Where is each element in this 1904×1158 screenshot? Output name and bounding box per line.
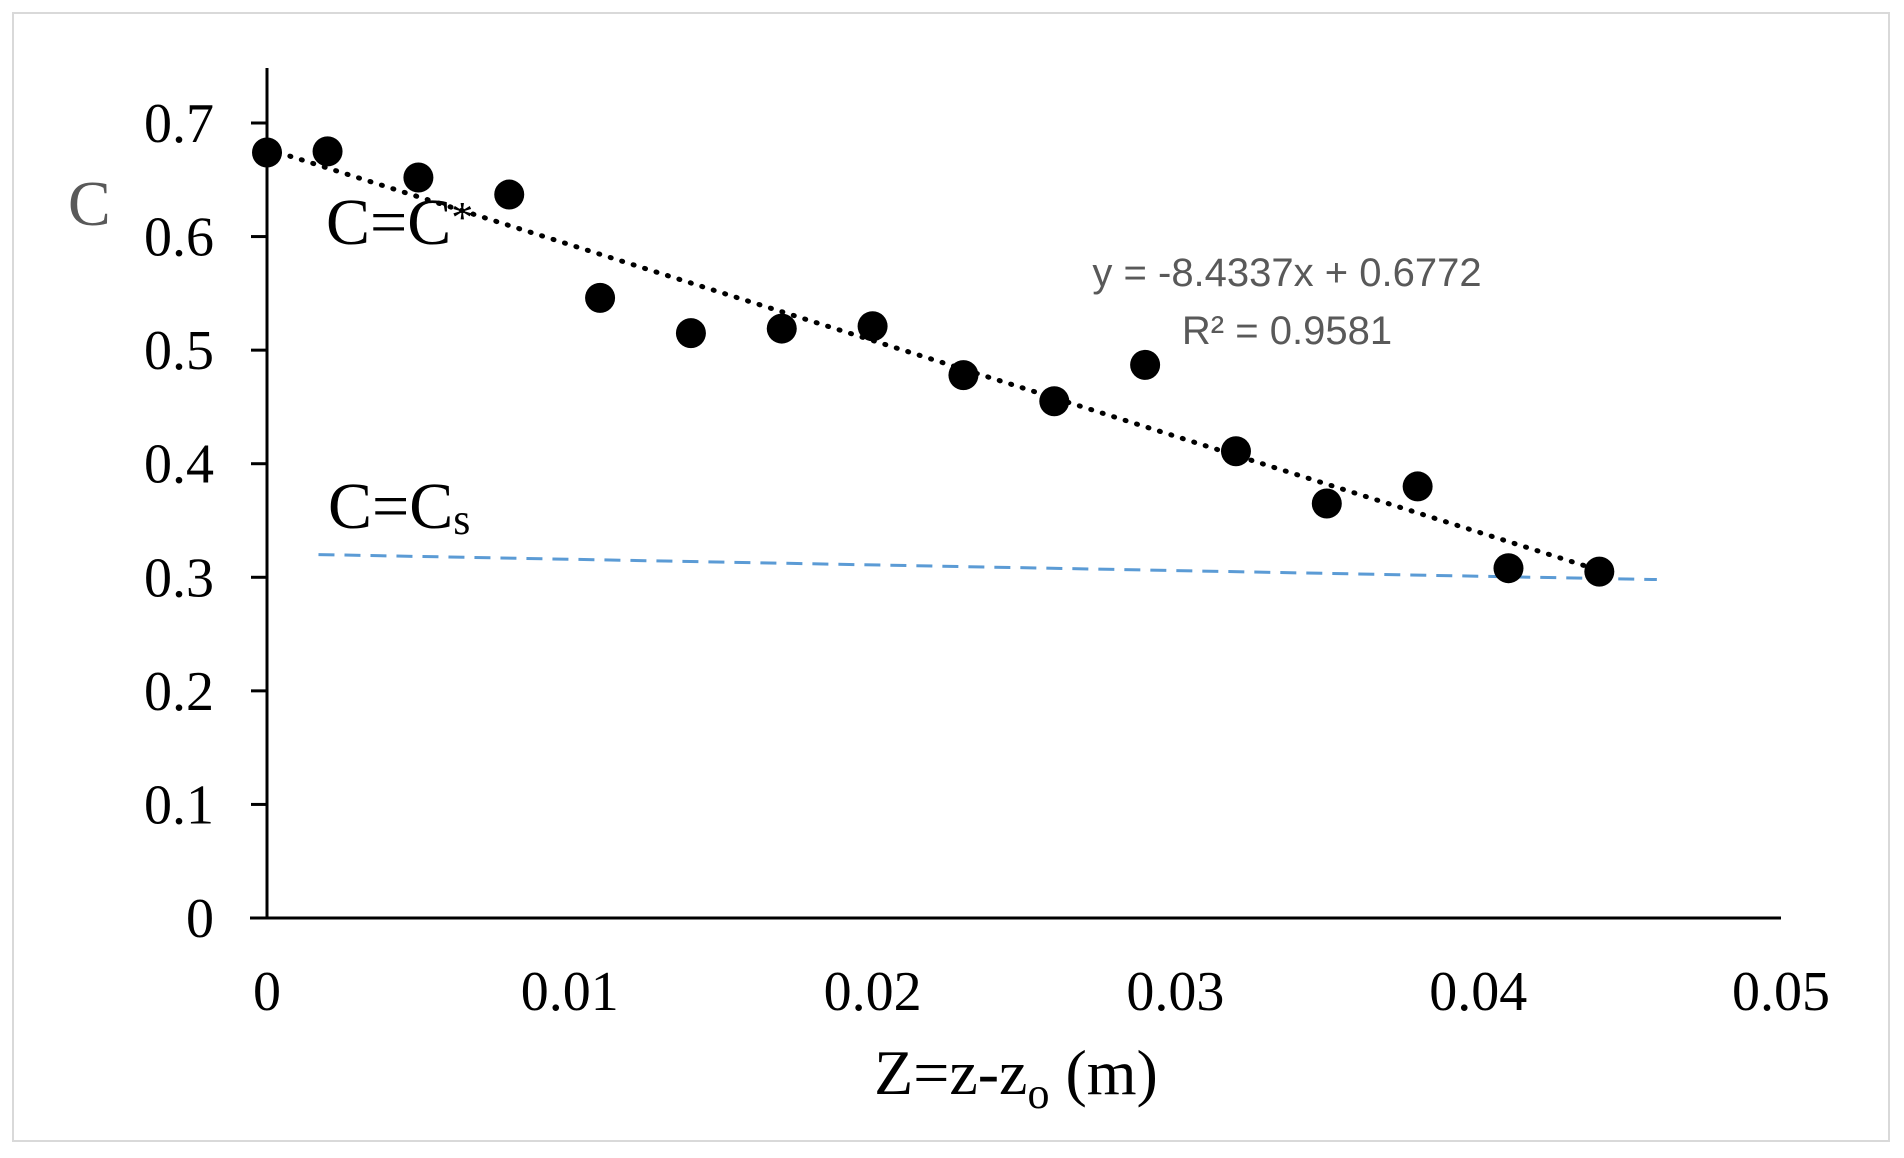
data-point: [1311, 488, 1342, 519]
data-point: [1220, 436, 1251, 467]
y-axis-ticks: 0 0.1 0.2 0.3 0.4 0.5 0.6 0.7: [144, 93, 267, 950]
data-point: [766, 313, 797, 344]
data-point: [252, 137, 282, 168]
trendline-equation: y = -8.4337x + 0.6772: [1092, 251, 1481, 295]
x-axis-title: Z=z-zo (m): [874, 1037, 1158, 1118]
x-axis-ticks: 0 0.01 0.02 0.03 0.04 0.05: [253, 961, 1830, 1023]
data-point: [675, 318, 706, 349]
data-point: [948, 360, 979, 391]
y-tick-label: 0.6: [144, 207, 214, 269]
y-tick-label: 0: [186, 888, 214, 950]
data-point: [1493, 553, 1524, 584]
data-point: [1130, 349, 1161, 380]
data-point: [403, 162, 434, 193]
data-point: [1584, 556, 1615, 587]
data-point: [585, 282, 616, 313]
annotation-c-s-suffix: s: [453, 495, 470, 544]
x-tick-label: 0.05: [1732, 961, 1830, 1023]
y-tick-label: 0.3: [144, 547, 214, 609]
data-point: [1039, 386, 1070, 417]
y-tick-label: 0.1: [144, 774, 214, 836]
x-tick-label: 0.01: [521, 961, 619, 1023]
annotation-c-s: C=Cs: [328, 470, 470, 544]
y-tick-label: 0.2: [144, 661, 214, 723]
y-tick-label: 0.5: [144, 320, 214, 382]
annotation-c-star: C=C*: [326, 186, 473, 259]
x-tick-label: 0.04: [1429, 961, 1527, 1023]
x-axis-title-main: Z=z-z: [874, 1037, 1027, 1108]
data-points: [252, 136, 1615, 587]
y-axis-title: C: [68, 168, 111, 239]
data-point: [494, 179, 525, 210]
data-point: [857, 311, 888, 342]
reference-dashed-line: [318, 553, 1657, 582]
x-axis-title-tail: (m): [1049, 1037, 1157, 1108]
annotation-c-star-suffix: *: [451, 193, 473, 242]
y-tick-label: 0.4: [144, 434, 214, 496]
x-tick-label: 0: [253, 961, 281, 1023]
y-tick-label: 0.7: [144, 93, 214, 155]
x-tick-label: 0.03: [1126, 961, 1224, 1023]
x-tick-label: 0.02: [824, 961, 922, 1023]
annotation-c-star-main: C=C: [326, 186, 451, 259]
linear-trendline: [264, 146, 1602, 573]
annotation-c-s-main: C=C: [328, 470, 453, 543]
data-point: [1402, 471, 1433, 502]
data-point: [312, 136, 343, 167]
trendline-r-squared: R² = 0.9581: [1182, 309, 1392, 353]
x-axis-title-sub: o: [1027, 1069, 1049, 1118]
